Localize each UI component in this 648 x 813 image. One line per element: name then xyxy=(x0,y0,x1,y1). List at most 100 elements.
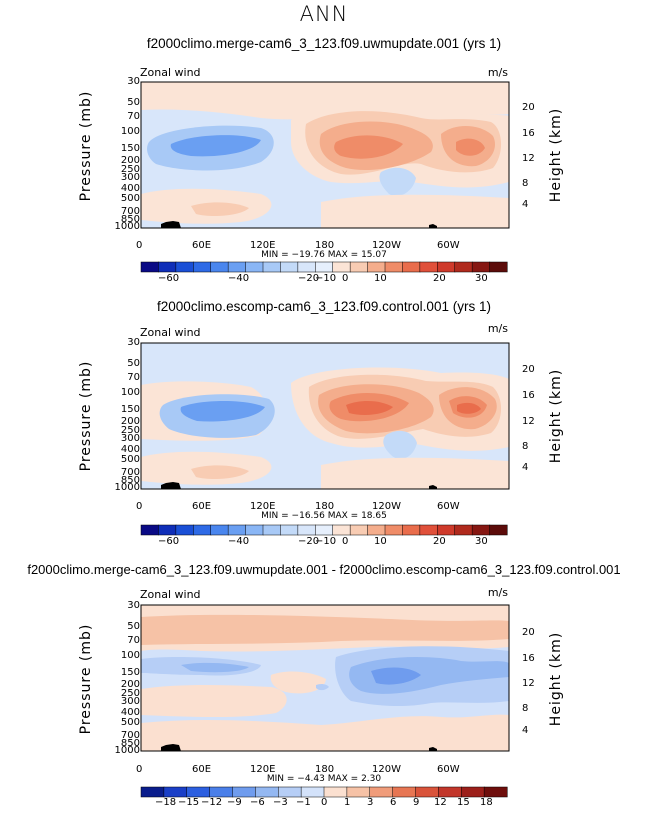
panel-2-ytick-50: 50 xyxy=(127,358,140,369)
panel-1-ytick-300: 300 xyxy=(120,172,140,183)
panel-3-colorbar-bin xyxy=(186,786,211,798)
panel-1-colorbar-bin xyxy=(158,261,177,273)
panel-2-units: m/s xyxy=(487,322,508,335)
panel-1-contour-negative-trop xyxy=(379,167,416,197)
panel-3-contour-negative-w-core xyxy=(181,662,249,673)
panel-2-y2tick-4: 4 xyxy=(522,462,529,473)
panel-1-ytick-500: 500 xyxy=(120,193,140,204)
panel-2-colorbar-bin xyxy=(297,524,316,536)
panel-1-cbar-label: 20 xyxy=(433,273,446,284)
panel-2-colorbar-bin xyxy=(175,524,194,536)
panel-3-ytick-700: 700 xyxy=(120,730,140,741)
panel-3-cbar-label: 3 xyxy=(367,797,374,808)
panel-3-cbar-label: 1 xyxy=(344,797,351,808)
panel-2-y2label: Height (km) xyxy=(548,368,564,464)
panel-2-contour-negative-w-core xyxy=(180,401,265,422)
panel-1-contour-negative-w-core xyxy=(170,135,261,157)
panel-1-xtick-180: 180 xyxy=(315,240,335,251)
panel-2-cbar-label: −40 xyxy=(228,536,250,547)
panel-2-colorbar-bin xyxy=(280,524,299,536)
panel-2-colorbar-bin xyxy=(367,524,386,536)
panel-3-xtick-60w: 60W xyxy=(437,764,460,775)
panel-2-ytick-100: 100 xyxy=(120,387,140,398)
panel-2-colorbar-bin xyxy=(349,524,369,536)
panel-2-contour-lowlevel-east xyxy=(321,457,509,489)
panel-2-field-label: Zonal wind xyxy=(140,326,201,339)
panel-3-ytick-30: 30 xyxy=(127,600,140,611)
panel-3-cbar-label: 18 xyxy=(480,797,493,808)
panel-1-cbar-label: −10 xyxy=(315,273,337,284)
panel-3-contour-negative-e-core xyxy=(349,657,509,694)
panel-3-colorbar-bin xyxy=(209,786,234,798)
panel-2-topography-africa xyxy=(161,482,181,489)
panel-2-ytick-70: 70 xyxy=(127,372,140,383)
panel-1-xtick-60w: 60W xyxy=(437,240,460,251)
panel-2-cbar-label: 20 xyxy=(433,536,446,547)
panel-1-cbar-label: −60 xyxy=(158,273,180,284)
panel-3-cbar-label: 6 xyxy=(390,797,397,808)
panel-3-ytick-50: 50 xyxy=(127,621,140,632)
panel-1-plot xyxy=(140,81,510,229)
panel-2-cbar-label: 30 xyxy=(475,536,488,547)
panel-3-ytick-150: 150 xyxy=(120,667,140,678)
panel-1-xtick-120e: 120E xyxy=(250,240,276,251)
panel-1-colorbar-bin xyxy=(193,261,212,273)
panel-2-colorbar-bin xyxy=(193,524,212,536)
panel-3-colorbar-bin xyxy=(323,786,348,798)
panel-1-colorbar xyxy=(140,261,508,273)
panel-2-ytick-1000: 1000 xyxy=(114,482,140,493)
panel-2-y2tick-16: 16 xyxy=(522,390,535,401)
panel-2-contour-jet-level4 xyxy=(346,401,393,415)
panel-1-colorbar-bin xyxy=(454,261,473,273)
panel-1-colorbar-bin xyxy=(402,261,421,273)
panel-3-y2tick-12: 12 xyxy=(522,678,535,689)
panel-3-xtick-60e: 60E xyxy=(192,764,212,775)
panel-1-colorbar-bin xyxy=(332,261,351,273)
panel-1-y-axis: 30 50 70 100 150 200 250 300 400 500 700… xyxy=(100,76,140,236)
panel-3-colorbar-bin xyxy=(438,786,462,798)
panel-2-colorbar-bin xyxy=(158,524,177,536)
panel-1-ytick-30: 30 xyxy=(127,76,140,87)
panel-2-ytick-300: 300 xyxy=(120,433,140,444)
panel-1-contour-lowlevel-west-core xyxy=(191,202,249,216)
panel-3-colorbar-bin xyxy=(369,786,394,798)
panel-1-ylabel: Pressure (mb) xyxy=(78,90,94,202)
panel-1-colorbar-bin xyxy=(489,261,508,273)
panel-2-ylabel: Pressure (mb) xyxy=(78,360,94,472)
panel-1-y2label: Height (km) xyxy=(548,107,564,203)
panel-1-colorbar-bin xyxy=(227,261,247,273)
panel-1-ytick-700: 700 xyxy=(120,206,140,217)
panel-2-colorbar-labels: −60 −40 −20 −10 0 10 20 30 xyxy=(141,536,507,550)
panel-2-colorbar-bin xyxy=(402,524,421,536)
panel-1-colorbar-bin xyxy=(297,261,316,273)
panel-2-xtick-60e: 60E xyxy=(192,501,212,512)
panel-1-xtick-0: 0 xyxy=(136,240,143,251)
panel-1-y2tick-8: 8 xyxy=(522,178,529,189)
panel-1-cbar-label: 10 xyxy=(374,273,387,284)
panel-3-colorbar-bin xyxy=(278,786,302,798)
panel-1-field-label: Zonal wind xyxy=(140,66,201,79)
panel-1-cbar-label: −20 xyxy=(298,273,320,284)
panel-2-colorbar-bin xyxy=(332,524,351,536)
panel-2-colorbar-bin xyxy=(489,524,508,536)
panel-3-contour-positive-blob xyxy=(270,671,326,694)
panel-2-ytick-500: 500 xyxy=(120,454,140,465)
panel-2-topography-andes xyxy=(429,485,437,489)
panel-1-ytick-100: 100 xyxy=(120,126,140,137)
panel-1-units: m/s xyxy=(487,66,508,79)
panel-1-colorbar-bin xyxy=(367,261,386,273)
panel-3-cbar-label: 0 xyxy=(321,797,328,808)
panel-3-ytick-300: 300 xyxy=(120,696,140,707)
panel-2-colorbar-bin xyxy=(210,524,229,536)
panel-2-contour-lowlevel-west-core xyxy=(191,465,249,479)
panel-3-cbar-label: 15 xyxy=(457,797,470,808)
panel-3-xtick-120w: 120W xyxy=(372,764,401,775)
panel-2-colorbar-bin xyxy=(471,524,491,536)
panel-2-cbar-label: −20 xyxy=(298,536,320,547)
panel-2-colorbar-bin xyxy=(315,524,334,536)
panel-3-topography-africa xyxy=(161,744,181,751)
panel-2-y2tick-20: 20 xyxy=(522,364,535,375)
panel-1-colorbar-bin xyxy=(280,261,299,273)
panel-3-y2tick-20: 20 xyxy=(522,627,535,638)
panel-2-contour-jet-level4-east xyxy=(457,402,481,414)
